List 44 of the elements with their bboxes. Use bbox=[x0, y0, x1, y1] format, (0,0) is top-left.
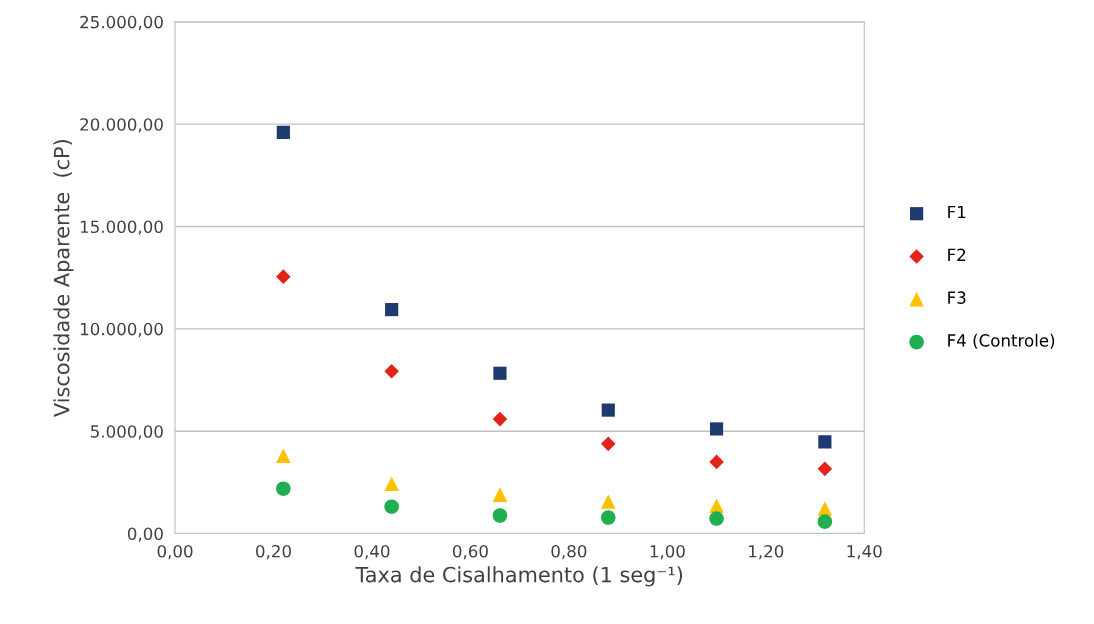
point bbox=[709, 498, 724, 513]
x-tick-label: 1,40 bbox=[847, 544, 882, 560]
x-tick-label: 0,20 bbox=[256, 544, 291, 560]
y-tick-label: 5.000,00 bbox=[91, 425, 163, 440]
y-tick-label: 15.000,00 bbox=[80, 220, 163, 235]
y-tick-label: 10.000,00 bbox=[80, 322, 163, 338]
point bbox=[600, 436, 616, 452]
legend-label: F3 bbox=[948, 291, 966, 304]
point bbox=[601, 403, 615, 417]
point bbox=[276, 269, 291, 284]
point bbox=[709, 422, 724, 436]
x-tick-label: 0,00 bbox=[157, 544, 193, 560]
x-tick-label: 0,80 bbox=[551, 544, 587, 560]
y-tick-label: 25.000,00 bbox=[80, 15, 163, 31]
x-tick-label: 1,00 bbox=[650, 544, 685, 560]
y-tick-label: 0,00 bbox=[127, 527, 163, 542]
point bbox=[492, 411, 508, 427]
point bbox=[709, 454, 724, 470]
x-tick-label: 1,20 bbox=[749, 544, 784, 560]
point bbox=[600, 510, 616, 525]
x-tick-label: 0,60 bbox=[452, 544, 488, 560]
point bbox=[492, 508, 508, 523]
legend-label: F1 bbox=[948, 205, 966, 219]
y-axis-title: Viscosidade Aparente (cP) bbox=[53, 140, 74, 417]
x-tick-label: 0,40 bbox=[354, 544, 390, 560]
point bbox=[492, 487, 508, 502]
point bbox=[385, 303, 399, 317]
point bbox=[817, 461, 833, 477]
point bbox=[276, 448, 291, 464]
point bbox=[817, 501, 833, 516]
y-tick-label: 20.000,00 bbox=[80, 118, 163, 133]
x-axis-title: Taxa de Cisalhamento (1 seg⁻¹) bbox=[355, 566, 683, 587]
point bbox=[817, 514, 833, 529]
point bbox=[276, 481, 291, 496]
point bbox=[818, 435, 832, 449]
point bbox=[384, 363, 399, 379]
point bbox=[276, 125, 290, 139]
point bbox=[709, 511, 724, 526]
legend-label: F2 bbox=[948, 248, 966, 261]
legend-label: F4 (Controle) bbox=[948, 333, 1055, 349]
point bbox=[600, 494, 616, 509]
point bbox=[384, 476, 399, 492]
point bbox=[384, 499, 399, 514]
point bbox=[493, 366, 507, 380]
